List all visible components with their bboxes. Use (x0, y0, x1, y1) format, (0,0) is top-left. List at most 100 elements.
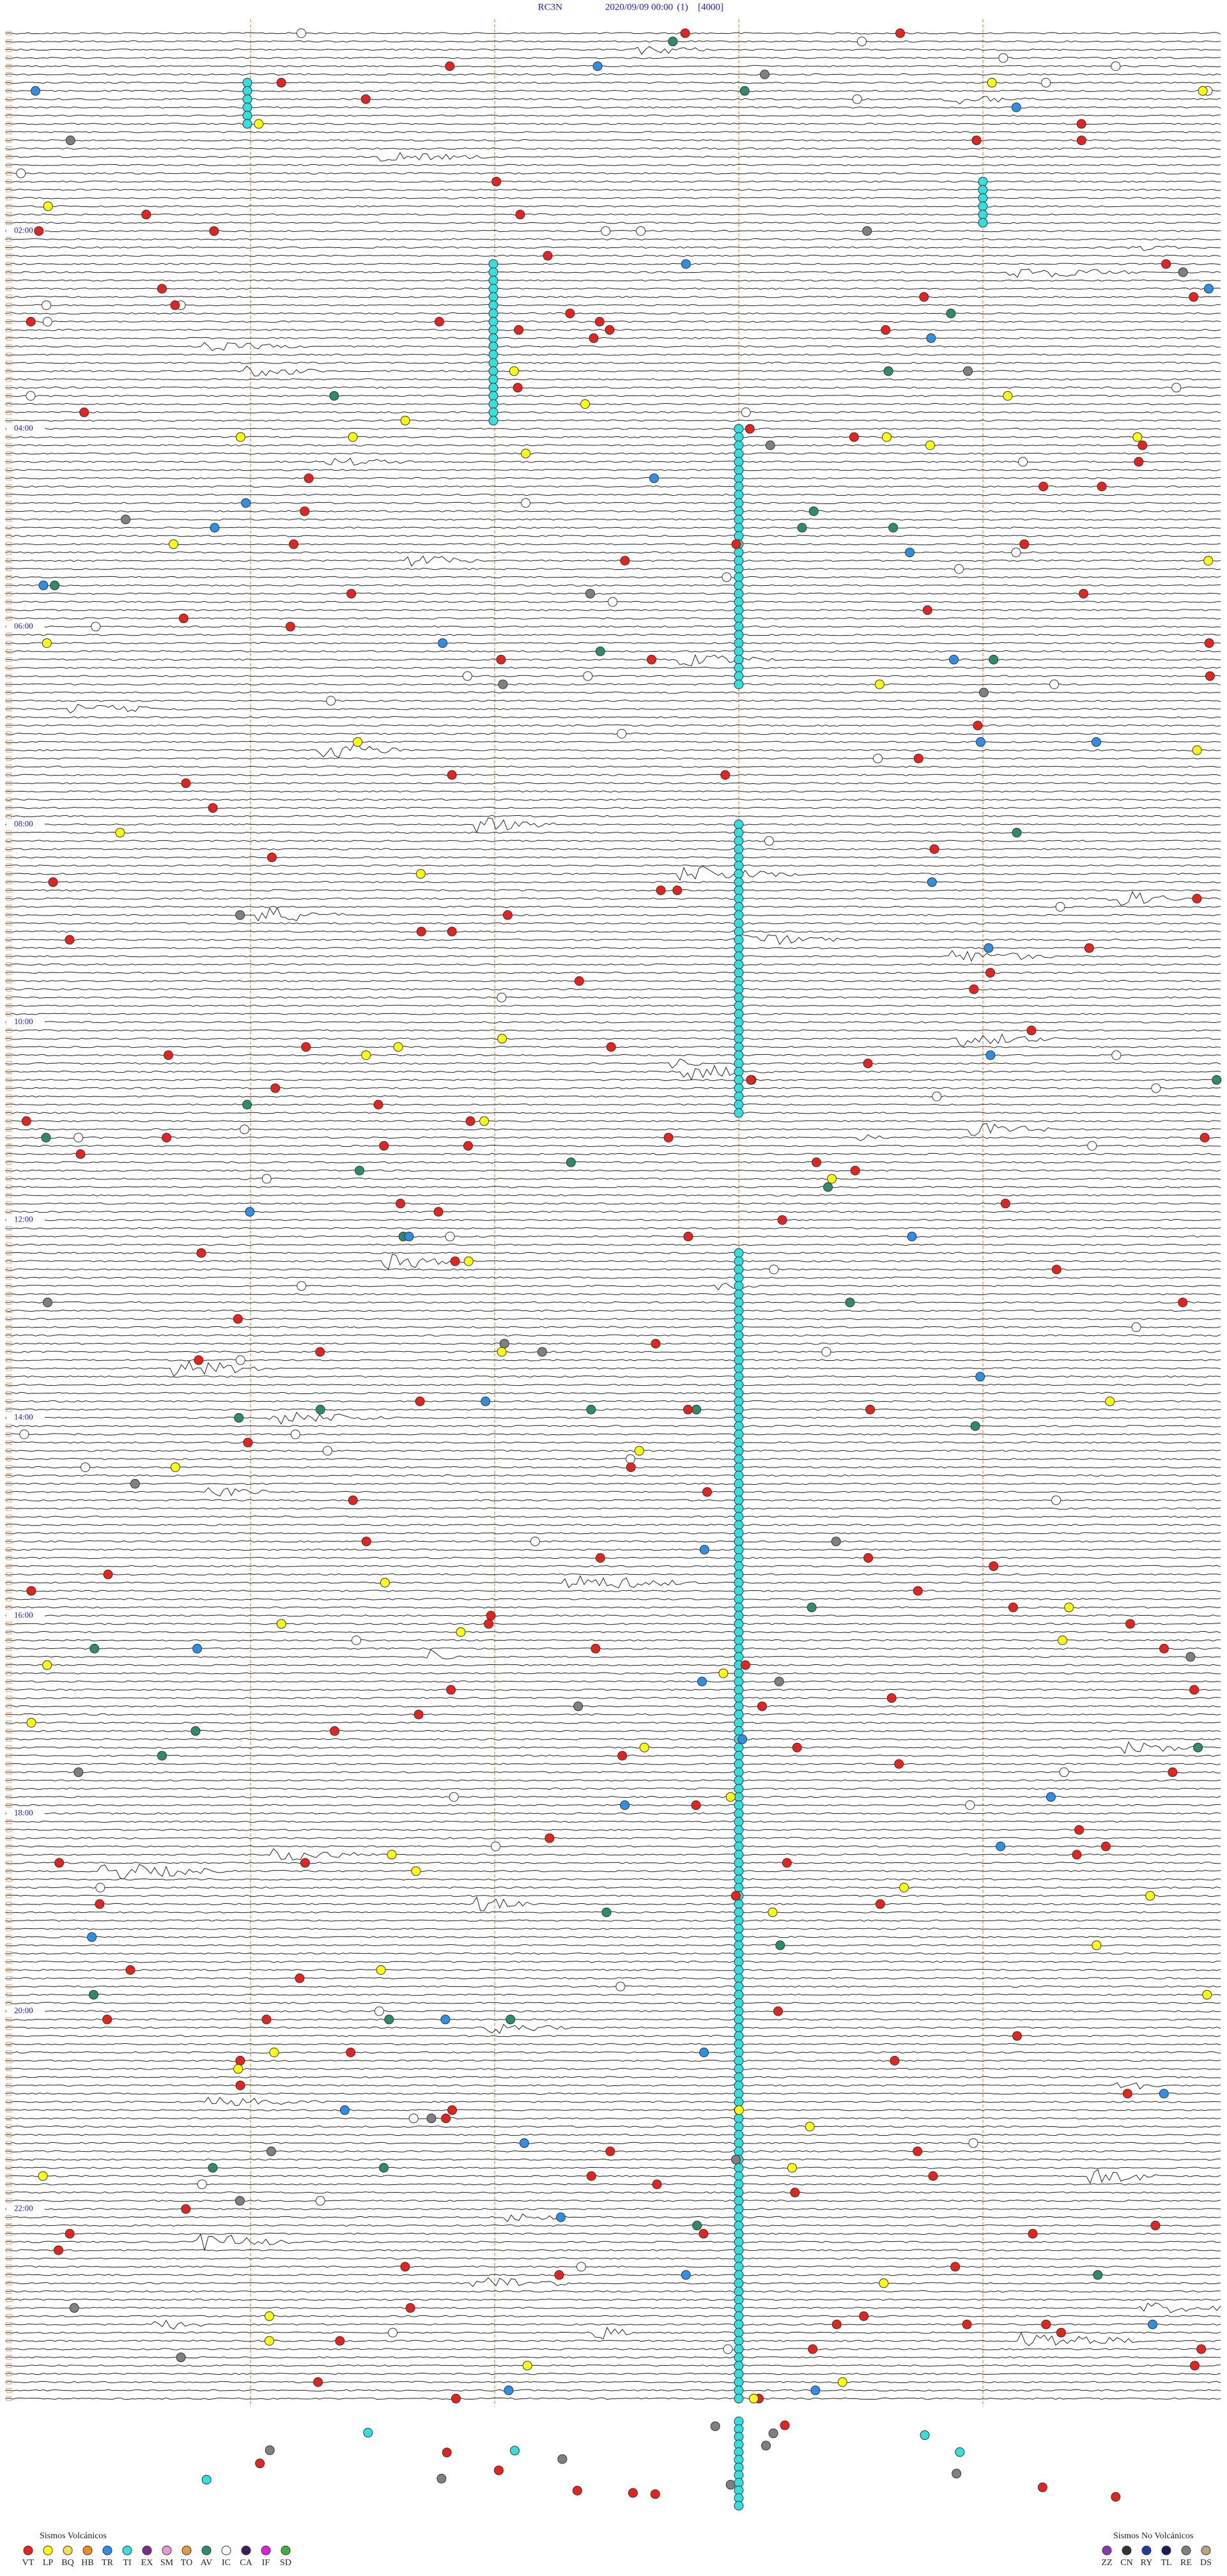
event-marker (1125, 1619, 1136, 1629)
line-marker (6, 2140, 12, 2145)
trace (4, 691, 1221, 694)
line-marker (6, 1324, 12, 1330)
event-marker (79, 407, 89, 417)
event-marker (746, 1075, 756, 1085)
event-marker (734, 2352, 744, 2363)
trace (4, 2224, 1221, 2227)
event-marker (266, 2146, 276, 2156)
line-marker (6, 781, 12, 786)
event-marker (315, 1347, 325, 1357)
line-marker (6, 1399, 12, 1404)
line-marker (6, 2124, 12, 2129)
trace (4, 229, 1221, 233)
line-marker (6, 2297, 12, 2302)
event-marker (1159, 1643, 1169, 1653)
legend-label: HB (81, 2558, 93, 2568)
event-marker (620, 1800, 630, 1810)
event-marker (234, 1413, 244, 1423)
event-marker (192, 1643, 203, 1653)
event-marker (734, 654, 744, 664)
line-marker (6, 96, 12, 102)
line-marker (6, 954, 12, 959)
event-marker (415, 869, 426, 879)
event-marker (734, 1602, 744, 1613)
event-marker (1111, 1050, 1122, 1061)
event-marker (978, 201, 988, 211)
line-marker (6, 1127, 12, 1132)
event-marker (692, 2220, 702, 2230)
line-marker (6, 2355, 12, 2360)
trace (4, 1033, 1221, 1047)
event-marker (34, 226, 44, 236)
trace (4, 1837, 1221, 1839)
event-marker (895, 28, 906, 38)
trace (4, 1359, 1221, 1361)
hour-label-bg (6, 1413, 45, 1422)
event-marker (48, 877, 58, 887)
event-marker (734, 1025, 744, 1036)
legend-swatch (241, 2545, 251, 2556)
trace (4, 584, 1221, 587)
legend-swatch (181, 2545, 192, 2556)
event-marker (264, 2336, 274, 2346)
line-marker (6, 1498, 12, 1503)
event-marker (875, 1899, 885, 1909)
trace (4, 1812, 1221, 1815)
event-marker (962, 2319, 972, 2329)
event-marker (601, 226, 611, 236)
trace (4, 1848, 1221, 1860)
event-marker (734, 531, 744, 541)
trace (4, 205, 1221, 208)
event-marker (734, 2039, 744, 2050)
event-marker (208, 803, 218, 813)
trace (4, 592, 1221, 595)
trace (4, 1177, 1221, 1180)
event-marker (170, 300, 180, 310)
line-marker (6, 2042, 12, 2047)
event-marker (850, 1165, 860, 1176)
event-marker (899, 1883, 909, 1892)
event-marker (768, 2428, 778, 2439)
event-marker (1056, 2327, 1066, 2338)
event-marker (874, 679, 884, 689)
event-marker (730, 1890, 741, 1901)
legend-label: LP (43, 2558, 54, 2568)
event-marker (304, 473, 314, 484)
event-marker (978, 193, 988, 203)
event-marker (734, 2237, 744, 2247)
event-marker (380, 1577, 390, 1588)
event-marker (734, 819, 744, 829)
event-marker (488, 325, 498, 335)
event-marker (169, 539, 179, 549)
event-marker (734, 2212, 744, 2222)
legend-label: AV (201, 2558, 212, 2568)
event-marker (734, 2262, 744, 2272)
event-marker (1076, 135, 1086, 146)
event-marker (1150, 2220, 1161, 2230)
trace (5, 1779, 1221, 1782)
trace (4, 1548, 1221, 1551)
event-marker (1111, 61, 1121, 72)
line-marker (6, 946, 12, 951)
line-marker (6, 418, 12, 423)
trace (4, 147, 1221, 150)
line-marker (6, 1275, 12, 1280)
trace (4, 1218, 1221, 1222)
event-marker (162, 1133, 172, 1143)
event-marker (734, 1520, 744, 1530)
line-marker (6, 2091, 12, 2096)
event-marker (157, 284, 167, 294)
trace (4, 2183, 1221, 2186)
legend-swatch (1102, 2545, 1112, 2556)
trace (4, 703, 1221, 714)
event-marker (734, 1693, 744, 1703)
event-marker (639, 1742, 649, 1752)
line-marker (6, 1423, 12, 1429)
trace (4, 2067, 1221, 2071)
line-marker (6, 1761, 12, 1767)
trace (4, 2059, 1221, 2062)
trace (4, 337, 1221, 340)
trace (4, 2356, 1221, 2359)
event-marker (734, 2171, 744, 2181)
line-marker (6, 2198, 12, 2204)
